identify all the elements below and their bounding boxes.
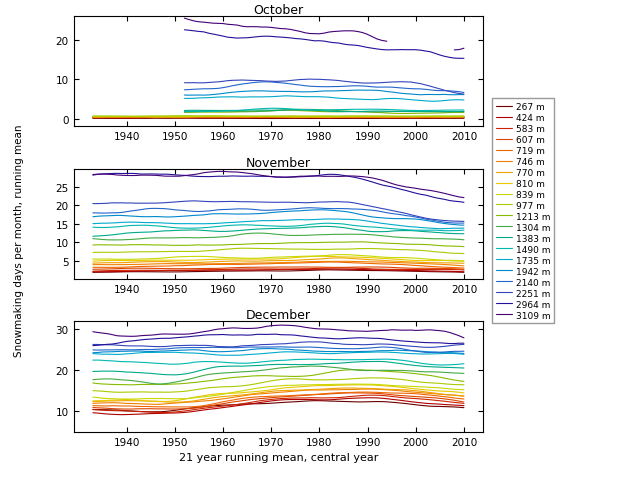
Text: Snowmaking days per month, running mean: Snowmaking days per month, running mean (14, 124, 24, 356)
Title: November: November (246, 156, 311, 169)
Legend: 267 m, 424 m, 583 m, 607 m, 719 m, 746 m, 770 m, 810 m, 839 m, 977 m, 1213 m, 13: 267 m, 424 m, 583 m, 607 m, 719 m, 746 m… (492, 99, 554, 324)
Title: October: October (253, 4, 303, 17)
X-axis label: 21 year running mean, central year: 21 year running mean, central year (179, 452, 378, 462)
Title: December: December (246, 309, 311, 322)
